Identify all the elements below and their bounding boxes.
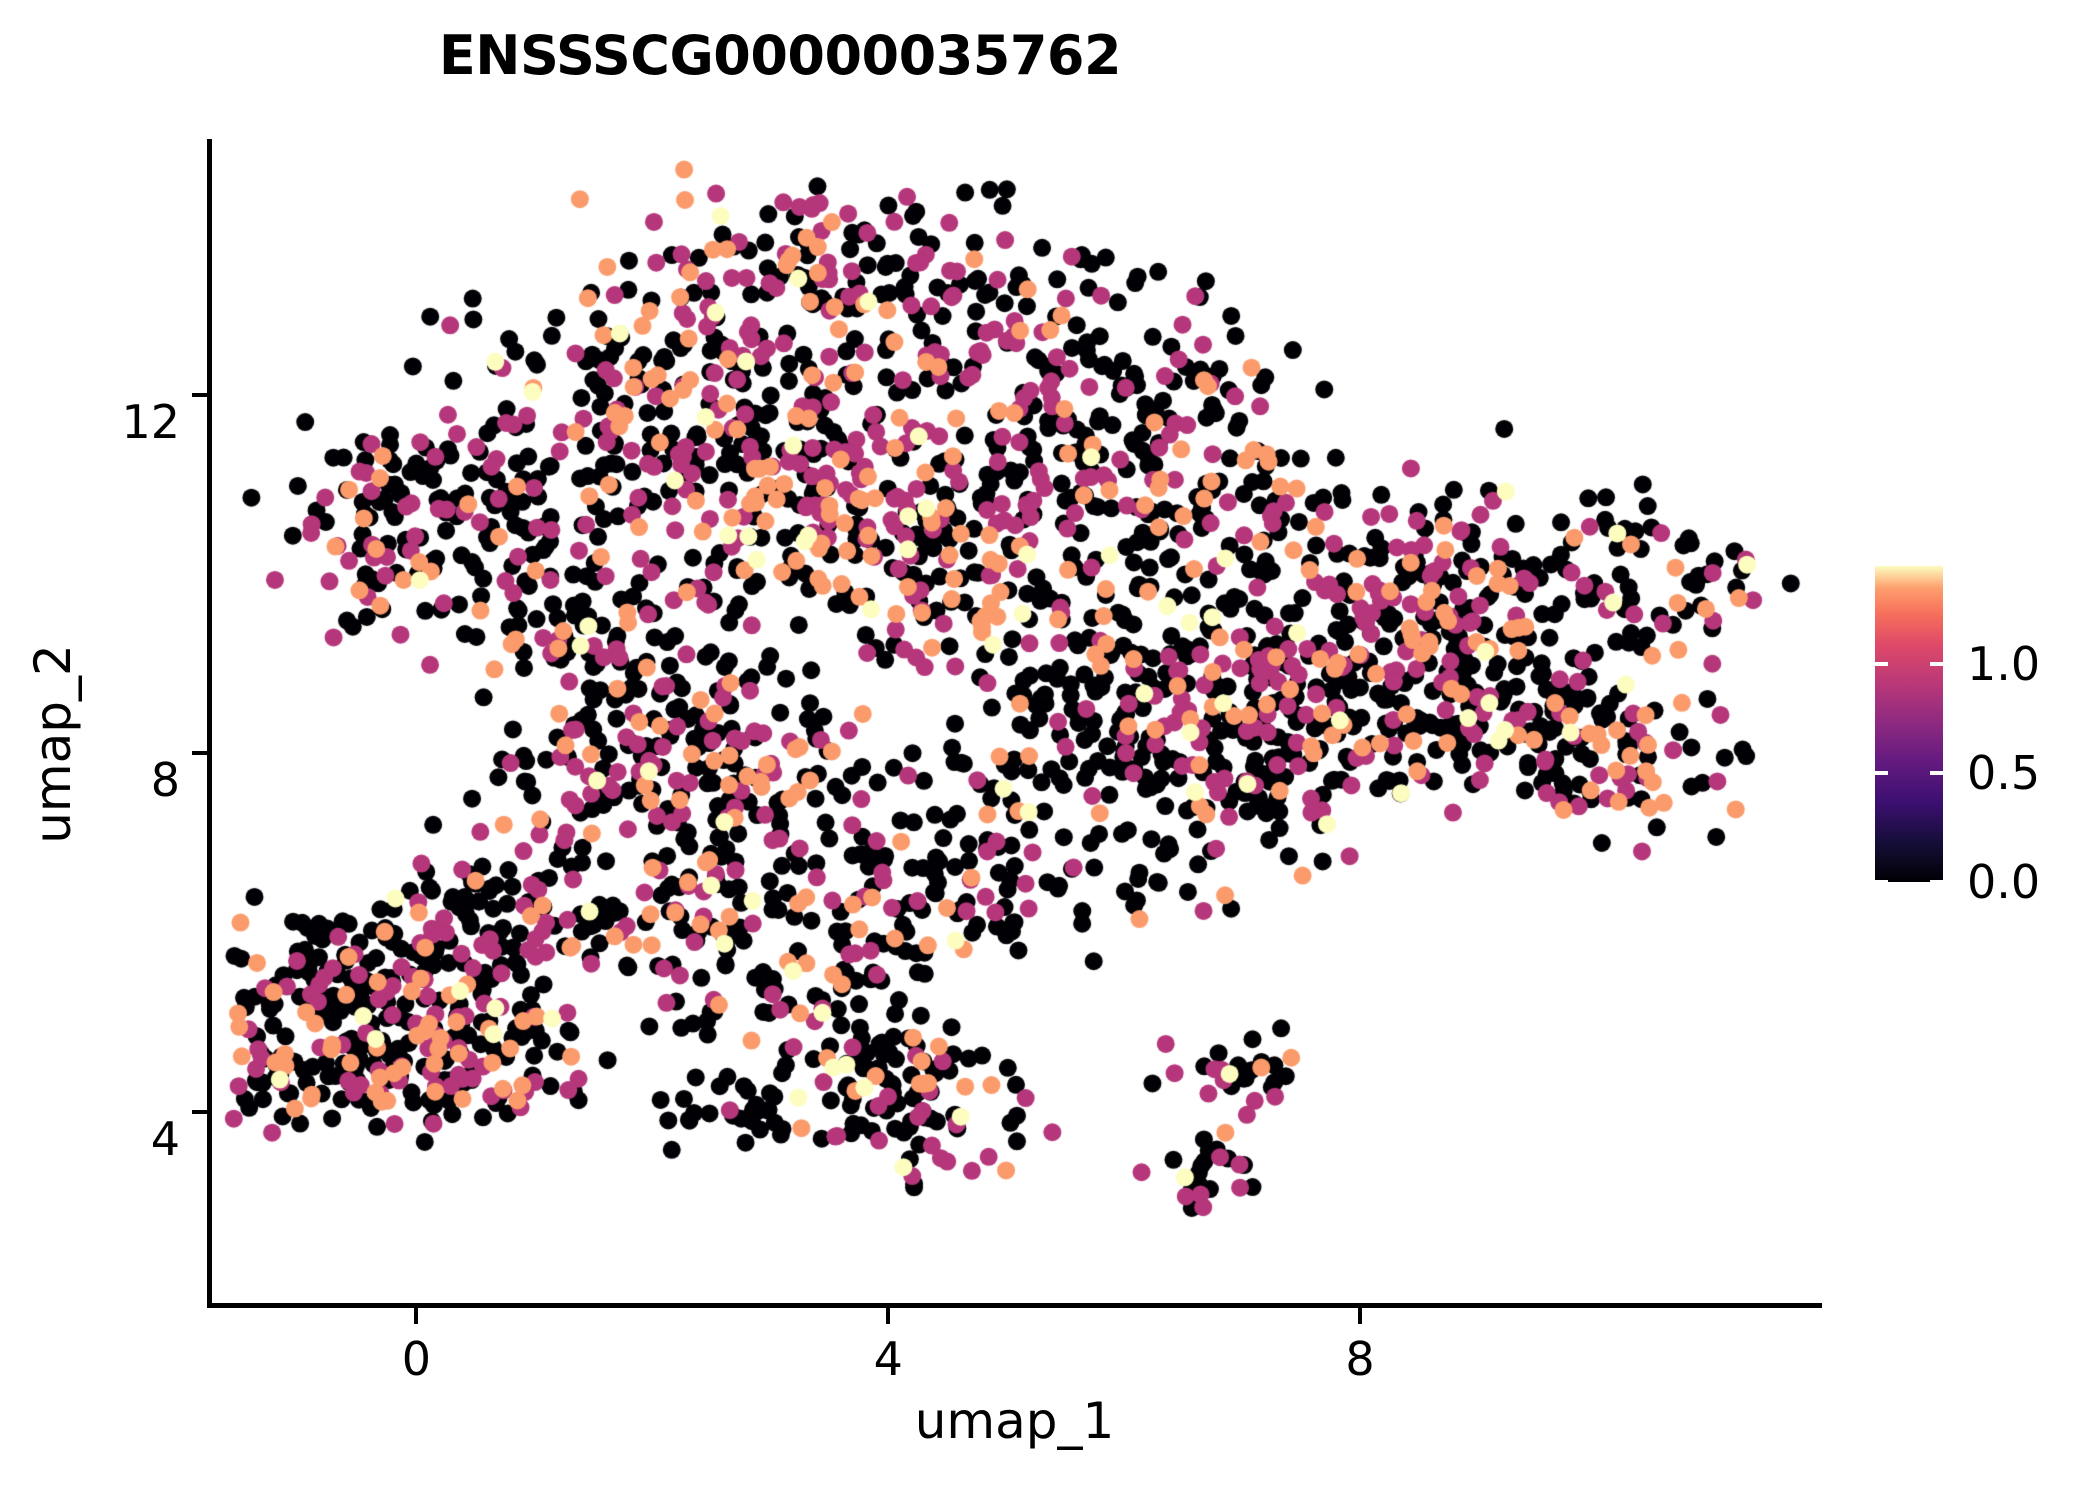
colorbar-tick-label: 0.5	[1967, 746, 2041, 801]
x-axis-tick-label: 4	[873, 1332, 903, 1386]
colorbar-tick	[1930, 880, 1943, 884]
page-title: ENSSSCG00000035762	[438, 24, 1122, 87]
x-axis-tick-label: 0	[401, 1332, 432, 1386]
x-axis-tick	[1358, 1307, 1362, 1324]
scatter-plot-area	[210, 139, 1820, 1305]
y-axis-spine	[207, 139, 212, 1308]
y-axis-tick	[192, 751, 208, 756]
x-axis-tick	[886, 1307, 891, 1324]
colorbar-tick-label: 0.0	[1967, 855, 2041, 909]
colorbar-gradient	[1875, 566, 1943, 882]
x-axis-label: umap_1	[914, 1392, 1115, 1450]
x-axis-tick	[414, 1307, 419, 1324]
y-axis-tick	[192, 1110, 208, 1115]
scatter-points-canvas	[210, 139, 1820, 1305]
colorbar	[1875, 566, 1943, 882]
colorbar-tick	[1875, 880, 1888, 884]
colorbar-tick	[1875, 771, 1888, 776]
x-axis-tick-label: 8	[1345, 1332, 1375, 1386]
x-axis-spine	[207, 1303, 1822, 1308]
colorbar-tick-label: 1.0	[1967, 637, 2041, 692]
y-axis-tick	[192, 392, 208, 397]
colorbar-tick	[1875, 662, 1888, 667]
y-axis-label: umap_2	[24, 644, 82, 844]
colorbar-tick	[1930, 662, 1943, 667]
colorbar-tick	[1930, 771, 1943, 776]
